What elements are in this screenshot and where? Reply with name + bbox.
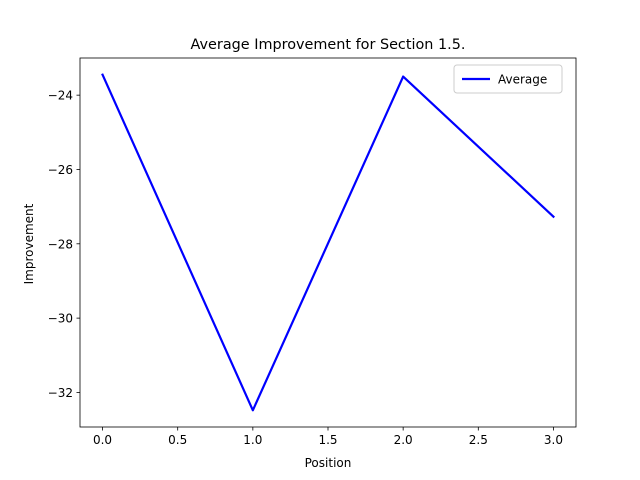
y-tick-label: −32 — [48, 386, 73, 400]
legend-label-average: Average — [498, 73, 547, 87]
x-tick-label: 2.0 — [394, 433, 413, 447]
x-tick-label: 3.0 — [544, 433, 563, 447]
axes-frame — [79, 57, 577, 428]
plot-area: 0.0 0.5 1.0 1.5 2.0 2.5 3.0 −24 −26 −28 −30 −32 Aver… — [48, 57, 577, 447]
y-tick-label: −30 — [48, 312, 73, 326]
legend-box — [453, 64, 563, 94]
y-tick-label: −28 — [48, 237, 73, 251]
y-tick-label: −24 — [48, 89, 73, 103]
series-line-average — [101, 73, 556, 412]
x-axis-label: Position — [305, 456, 352, 470]
x-tick-label: 0.5 — [168, 433, 187, 447]
x-tick-label: 1.5 — [318, 433, 337, 447]
x-tick-label: 0.0 — [93, 433, 112, 447]
y-axis-label: Improvement — [22, 203, 36, 284]
y-tick-label: −26 — [48, 163, 73, 177]
x-tick-label: 2.5 — [469, 433, 488, 447]
x-tick-label: 1.0 — [243, 433, 262, 447]
chart-title: Average Improvement for Section 1.5. — [191, 37, 466, 53]
